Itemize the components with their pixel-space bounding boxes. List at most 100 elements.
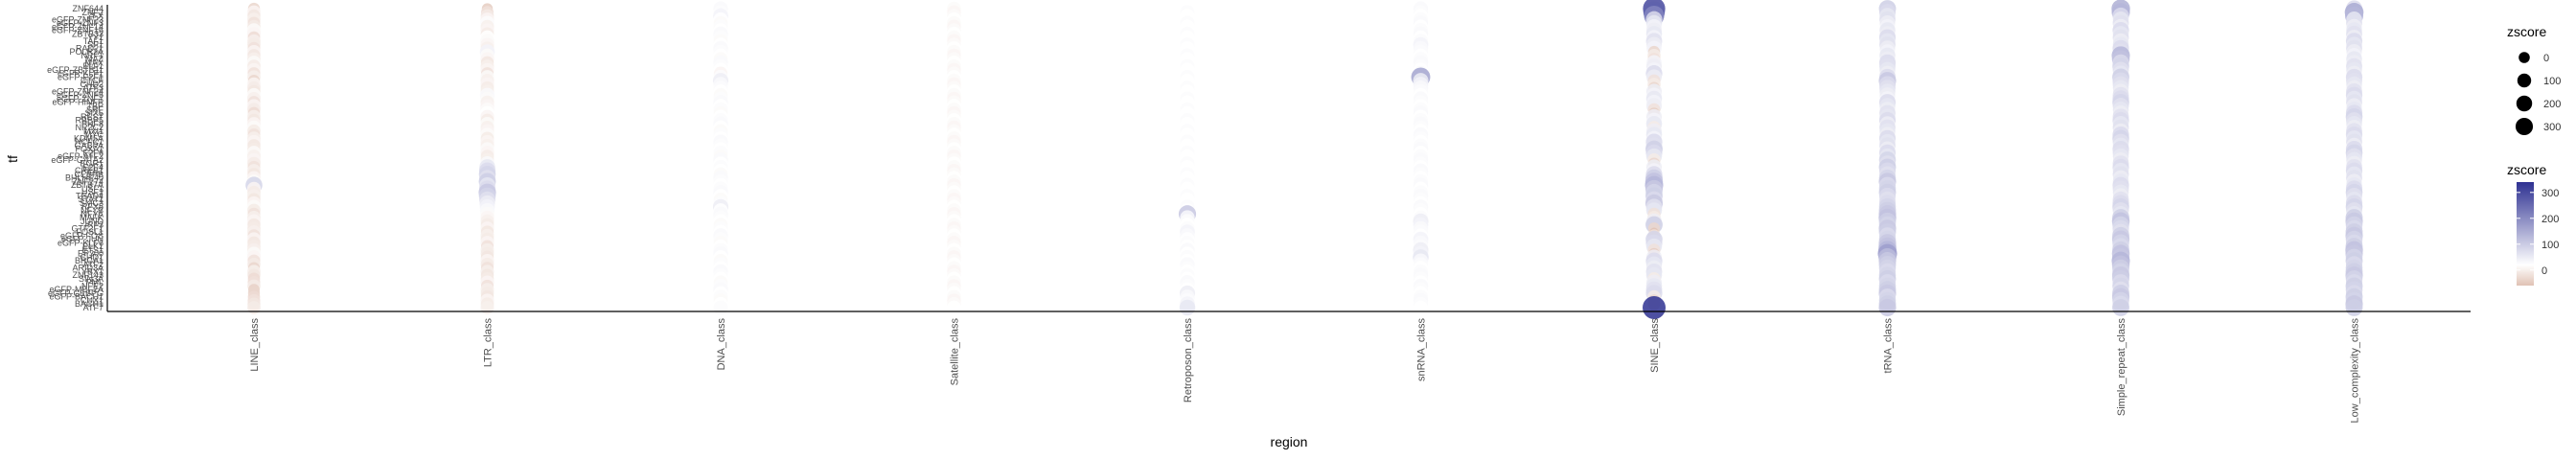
y-tick-label: eGFP-ZNF7 <box>57 94 104 104</box>
data-point <box>713 300 728 315</box>
colorbar-ticks: 0 100 200 300 <box>2517 188 2559 277</box>
y-axis-tick-labels: ZNF644ZNF2ZFXeGFP-ZNF23eGFP-ZNF3eGFP-ZNF… <box>47 4 104 312</box>
y-tick-label: EP300 <box>78 249 104 259</box>
y-tick-label: CHD2 <box>80 80 104 89</box>
plot-points <box>245 0 2364 319</box>
size-legend-label: 200 <box>2543 99 2561 110</box>
y-tick-label: CUX1 <box>80 295 104 305</box>
y-tick-label: eGFP-FOS <box>60 231 104 241</box>
x-tick-label: snRNA_class <box>1416 318 1428 382</box>
y-tick-label: JUND <box>80 217 104 226</box>
size-legend-label: 100 <box>2543 76 2561 87</box>
y-tick-label: ZNF274 <box>72 176 104 186</box>
y-tick-label: NFYB <box>80 206 104 216</box>
y-tick-label: BHLHE40 <box>65 173 104 183</box>
y-tick-label: SP1 <box>87 40 104 50</box>
size-legend-label: 0 <box>2543 53 2549 64</box>
size-legend-key <box>2517 73 2532 88</box>
size-legend-key <box>2515 117 2534 136</box>
data-point <box>1414 300 1428 315</box>
color-legend: zscore 0 100 200 300 <box>2507 162 2559 286</box>
data-point <box>1179 299 1196 316</box>
y-tick-label: MAX <box>84 58 104 67</box>
x-axis-title: region <box>1271 434 1308 449</box>
y-tick-label: TAF1 <box>83 36 104 46</box>
y-tick-label: TBP <box>86 101 104 110</box>
y-tick-label: PML <box>85 278 104 288</box>
y-tick-label: RBBP5 <box>75 116 104 126</box>
y-tick-label: ZBTB7A <box>71 180 104 190</box>
y-tick-label: ZNF143 <box>72 270 104 280</box>
x-tick-label: DNA_class <box>716 318 727 371</box>
y-tick-label: eGFP-GATA2 <box>51 155 104 165</box>
y-tick-label: eGFP-CEBPG <box>48 288 104 298</box>
y-tick-label: RFX5 <box>81 202 104 212</box>
data-point <box>2112 299 2129 316</box>
x-tick-label: Satellite_class <box>950 318 961 386</box>
y-tick-label: ZNF2 <box>82 8 104 17</box>
y-tick-label: eGFP-HINFP <box>52 98 104 107</box>
y-tick-label: eGFP-E2F1 <box>58 72 104 81</box>
y-tick-label: SMC3 <box>80 198 104 208</box>
y-tick-label: ETS1 <box>81 245 104 255</box>
y-tick-label: ELF1 <box>82 61 104 71</box>
x-tick-label: Retroposon_class <box>1183 318 1194 403</box>
y-tick-label: ZNF644 <box>72 4 104 13</box>
y-tick-label: SRF <box>86 104 104 114</box>
y-tick-label: eGFP-ZNF23 <box>52 14 104 24</box>
y-tick-label: SIN3A <box>79 274 104 284</box>
y-tick-label: eGFP-JUN <box>61 235 104 244</box>
y-tick-label: HCFC1 <box>75 137 104 147</box>
y-tick-label: eGFP-ZNF5 <box>57 90 104 100</box>
y-tick-label: ATF7 <box>83 303 104 312</box>
y-tick-label: YY1 <box>87 33 104 42</box>
data-point <box>947 300 961 315</box>
y-tick-label: POLR2A <box>69 47 104 57</box>
y-tick-label: eGFP-MEF2A <box>49 285 104 294</box>
y-tick-label: USF2 <box>81 188 104 197</box>
colorbar-label: 200 <box>2542 214 2559 225</box>
y-tick-label: eGFP-BACH1 <box>49 292 104 302</box>
y-tick-label: CHD1 <box>80 252 104 262</box>
size-legend: zscore 0 100 200 300 <box>2507 24 2561 136</box>
y-tick-label: CTCF <box>80 76 104 85</box>
y-tick-label: NFE2 <box>81 281 104 290</box>
y-tick-label: MXI1 <box>83 126 104 136</box>
x-tick-label: Low_complexity_class <box>2350 318 2361 424</box>
x-tick-label: SINE_class <box>1649 318 1661 373</box>
y-tick-label: REST <box>80 112 104 122</box>
y-tick-label: BACH1 <box>75 299 104 309</box>
y-tick-label: FOXA1 <box>75 145 104 154</box>
y-tick-label: IRF3 <box>84 220 104 230</box>
color-legend-title: zscore <box>2507 162 2546 177</box>
y-tick-label: ATF3 <box>83 83 104 93</box>
y-tick-label: ATF2 <box>83 260 104 269</box>
y-tick-label: ARID3A <box>72 264 104 273</box>
x-tick-label: LINE_class <box>249 318 261 372</box>
y-tick-label: TEAD4 <box>76 191 104 200</box>
size-legend-key <box>2516 95 2533 112</box>
y-tick-label: eGFP-ZNF16 <box>52 26 104 35</box>
x-tick-label: tRNA_class <box>1883 318 1895 374</box>
y-tick-label: ELK1 <box>82 242 104 251</box>
data-point <box>2345 299 2363 316</box>
y-tick-label: BRCA1 <box>75 256 104 265</box>
y-tick-label: GABPA <box>75 141 104 150</box>
y-tick-label: MAFK <box>80 213 104 222</box>
y-tick-label: EGR1 <box>80 159 104 169</box>
size-legend-title: zscore <box>2507 24 2546 39</box>
data-point <box>247 301 261 314</box>
y-tick-label: FOSL1 <box>76 227 104 237</box>
colorbar-label: 300 <box>2542 188 2559 199</box>
y-tick-label: eGFP-ATF2 <box>58 151 104 161</box>
colorbar-label: 100 <box>2542 240 2559 251</box>
colorbar-label: 0 <box>2542 265 2547 277</box>
y-tick-label: NRF1 <box>80 51 104 60</box>
y-tick-label: NR2C2 <box>75 123 104 132</box>
size-legend-keys: 0 100 200 300 <box>2515 52 2561 136</box>
x-axis-tick-labels: LINE_class LTR_class DNA_class Satellite_cl… <box>249 318 2361 424</box>
colorbar <box>2517 182 2534 286</box>
y-tick-label: YBX1 <box>81 266 104 276</box>
x-tick-label: LTR_class <box>483 318 494 368</box>
